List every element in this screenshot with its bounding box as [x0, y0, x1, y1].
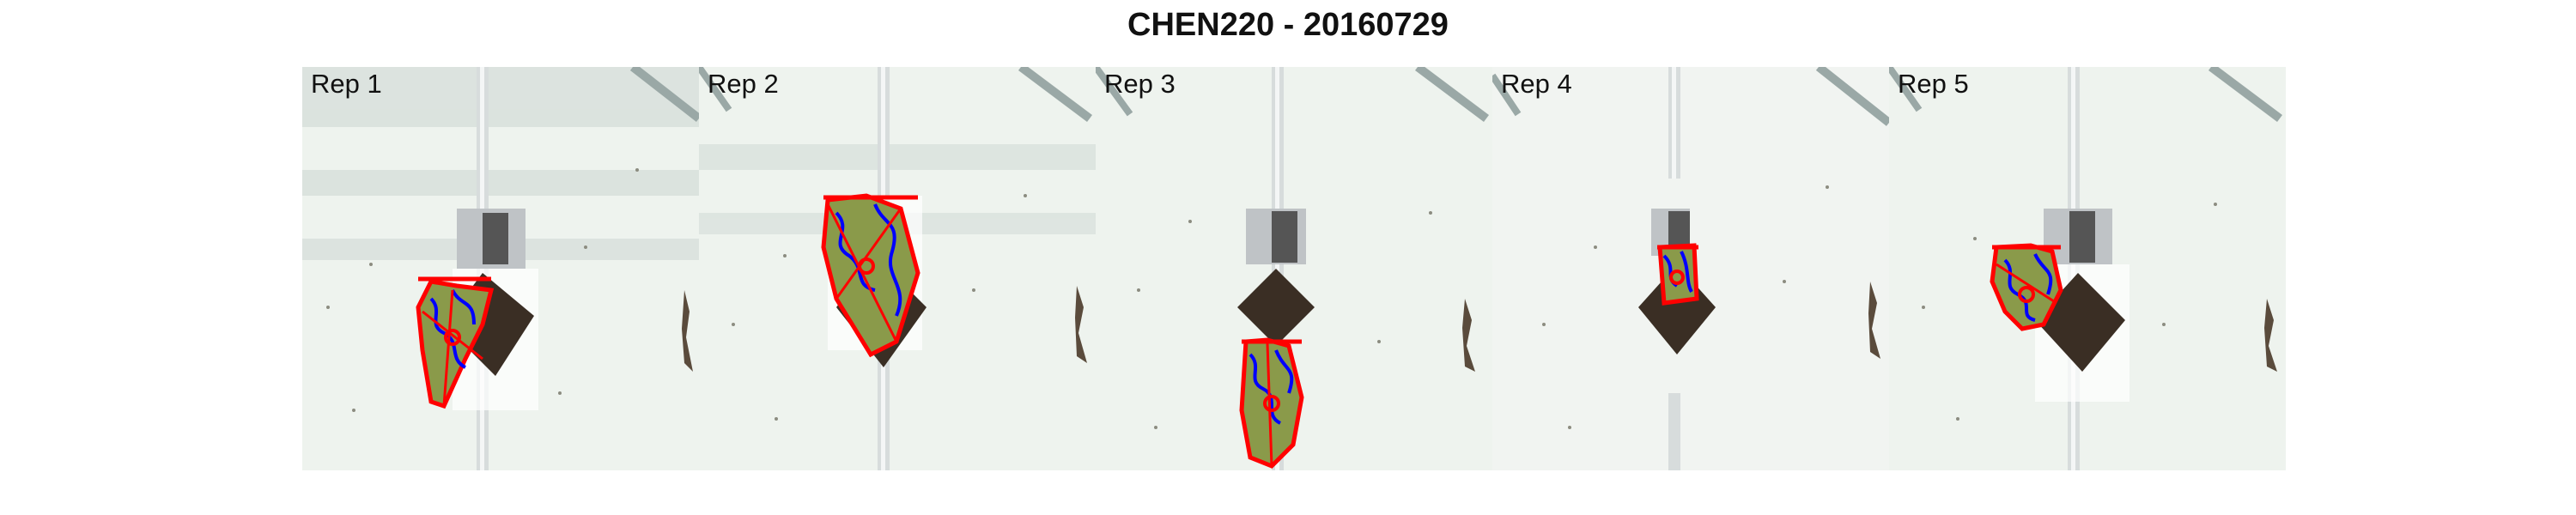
- panel-rep-2: Rep 2: [699, 67, 1096, 470]
- rep-1-image: [302, 67, 699, 470]
- rep-label: Rep 5: [1898, 69, 1969, 99]
- panel-rep-4: Rep 4: [1492, 67, 1889, 470]
- rep-label: Rep 1: [311, 69, 382, 99]
- rep-4-image: [1492, 67, 1889, 470]
- rep-label: Rep 3: [1104, 69, 1176, 99]
- image-strip: Rep 1 Rep 2: [302, 67, 2286, 470]
- rep-label: Rep 2: [708, 69, 779, 99]
- rep-2-image: [699, 67, 1096, 470]
- rep-5-image: [1889, 67, 2286, 470]
- rep-3-image: [1096, 67, 1492, 470]
- panel-rep-1: Rep 1: [302, 67, 699, 470]
- panel-rep-5: Rep 5: [1889, 67, 2286, 470]
- rep-label: Rep 4: [1501, 69, 1572, 99]
- figure-title: CHEN220 - 20160729: [1127, 7, 1449, 43]
- panel-rep-3: Rep 3: [1096, 67, 1492, 470]
